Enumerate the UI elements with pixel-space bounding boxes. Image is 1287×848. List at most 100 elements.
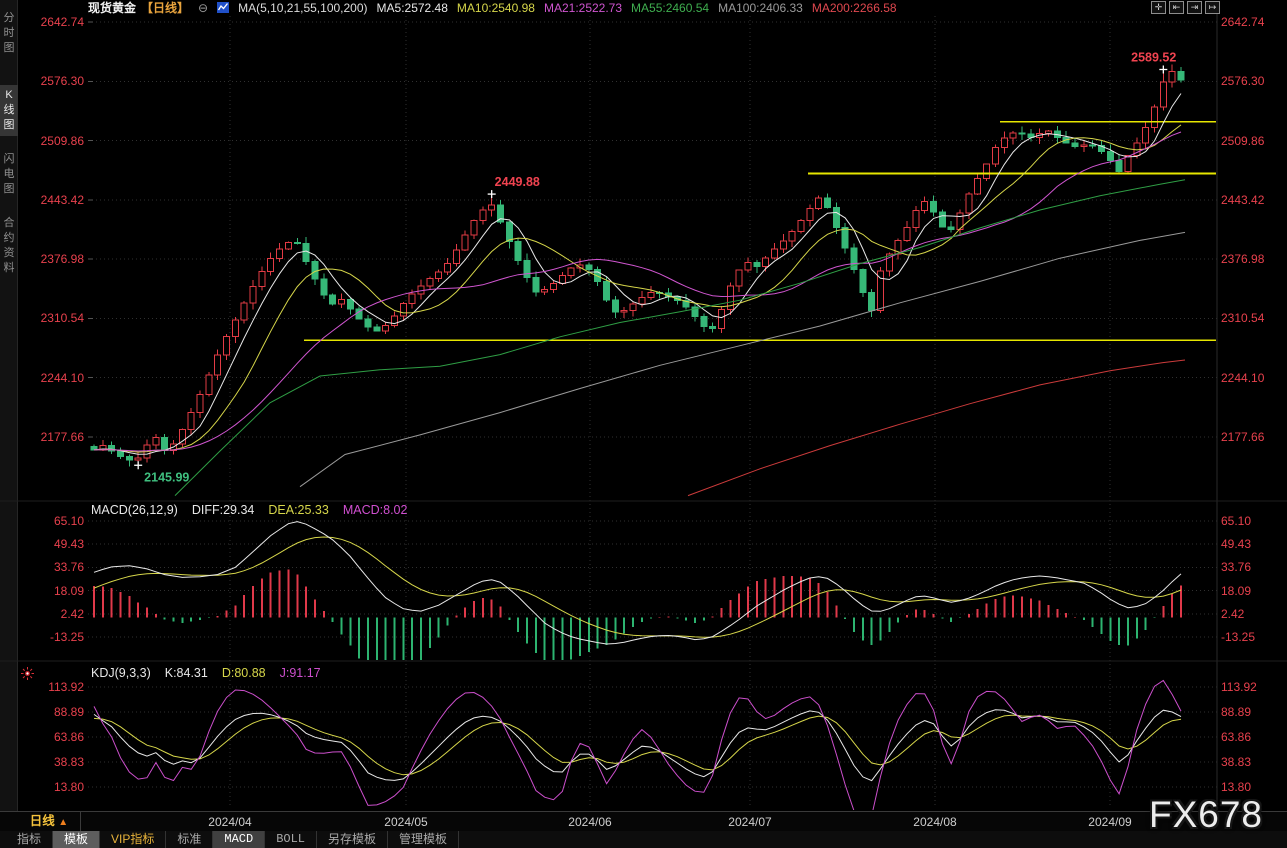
candle-body	[753, 262, 761, 268]
pan-icon[interactable]: ✛	[1151, 1, 1166, 14]
candle-body	[523, 259, 531, 278]
candle-body	[134, 457, 142, 461]
instrument-title: 现货黄金	[88, 0, 137, 15]
candle-body	[868, 292, 876, 311]
y-axis-label: 113.92	[48, 680, 84, 694]
kdj-settings-label[interactable]: KDJ(9,3,3)	[91, 666, 151, 680]
candle-body	[276, 248, 284, 259]
toolbar-tab-7[interactable]: 另存模板	[317, 831, 389, 848]
candle-body	[1097, 145, 1105, 152]
candles-layer	[90, 64, 1185, 467]
candle-body	[514, 241, 522, 261]
y-axis-label: 2.42	[1221, 606, 1245, 621]
y-axis-label: 49.43	[53, 537, 84, 552]
date-label: 2024/06	[568, 815, 612, 829]
series-line	[687, 359, 1186, 497]
y-axis-label: 88.89	[1221, 705, 1252, 719]
sidebar-item-3[interactable]: 闪 电 图	[3, 153, 15, 195]
candle-body	[532, 276, 540, 293]
toolbar-tab-4[interactable]: 标准	[166, 831, 214, 848]
series-line	[93, 709, 1182, 782]
toolbar-tab-3[interactable]: VIP指标	[100, 831, 167, 848]
y-axis-label: 65.10	[1221, 514, 1252, 528]
candle-body	[859, 269, 867, 294]
period-label: 日线	[29, 814, 55, 828]
candle-body	[293, 242, 301, 245]
right-price-axis: 2642.74 2576.30 2509.86 2443.42 2376.98 2310.…	[1221, 0, 1287, 848]
series-line	[93, 679, 1182, 810]
candle-body	[726, 285, 734, 310]
candle-body	[709, 326, 717, 329]
toolbar-tab-1[interactable]: 指标	[6, 831, 54, 848]
candle-body	[700, 316, 708, 328]
candle-body	[629, 303, 637, 312]
candle-body	[161, 437, 169, 451]
candle-body	[1106, 150, 1114, 161]
candle-body	[1159, 81, 1167, 108]
ma-settings-label[interactable]: MA(5,10,21,55,100,200)	[238, 0, 368, 15]
candle-body	[187, 411, 195, 430]
candle-body	[470, 220, 478, 236]
candle-body	[1124, 155, 1132, 172]
y-axis-label: 38.83	[53, 755, 84, 769]
y-axis-label: 2443.42	[1221, 192, 1265, 207]
ma-lines	[93, 93, 1186, 497]
y-axis-label: 88.89	[53, 705, 84, 719]
y-axis-label: -13.25	[49, 630, 84, 644]
sidebar-item-2[interactable]: K 线 图	[0, 85, 18, 136]
page-right-icon[interactable]: ↦	[1205, 1, 1220, 14]
red-sun-icon[interactable]	[21, 667, 34, 685]
macd-settings-label[interactable]: MACD(26,12,9)	[91, 503, 178, 517]
toolbar-tab-2[interactable]: 模板	[53, 831, 101, 848]
y-axis-label: 2576.30	[40, 74, 84, 89]
y-axis-label: 63.86	[53, 730, 84, 744]
candle-body	[567, 267, 575, 277]
y-axis-label: 18.09	[1221, 583, 1252, 598]
period-selector[interactable]: 日线 ▲	[18, 812, 81, 831]
candle-body	[550, 283, 558, 291]
candle-body	[762, 257, 770, 268]
macd-layer	[93, 521, 1182, 660]
extreme-price-label: 2145.99	[144, 470, 189, 484]
ma-value-label: MA5:2572.48	[376, 0, 448, 15]
candle-body	[240, 302, 248, 321]
candle-body	[850, 247, 858, 271]
candle-body	[346, 299, 354, 310]
candle-body	[90, 445, 98, 451]
candle-body	[647, 291, 655, 299]
collapse-icon[interactable]: ⊖	[198, 0, 209, 15]
candle-body	[479, 209, 487, 222]
toolbar-tab-5[interactable]: MACD	[213, 831, 266, 848]
y-axis-label: 2177.66	[1221, 430, 1265, 444]
y-axis-label: 2376.98	[40, 252, 84, 267]
candle-body	[231, 319, 239, 337]
series-line	[93, 536, 1182, 638]
compress-left-icon[interactable]: ⇤	[1169, 1, 1184, 14]
ma-value-label: MA21:2522.73	[543, 0, 623, 15]
compress-right-icon[interactable]: ⇥	[1187, 1, 1202, 14]
y-axis-label: 38.83	[1221, 755, 1252, 769]
time-axis-row: 日线 ▲ 2024/04 2024/05 2024/06 2024/07 2024/08…	[0, 811, 1287, 832]
toolbar-tab-6[interactable]: BOLL	[265, 831, 318, 848]
candle-body	[585, 264, 593, 270]
sidebar-item-1[interactable]: 分 时 图	[3, 12, 15, 54]
candle-body	[364, 318, 372, 328]
candle-body	[258, 270, 266, 288]
chart-icon	[217, 2, 230, 13]
indicator-value-label: DIFF:29.34	[191, 503, 255, 517]
ma-value-label: MA100:2406.33	[718, 0, 803, 15]
candle-body	[311, 261, 319, 280]
date-label: 2024/07	[728, 815, 772, 829]
macd-panel-header: MACD(26,12,9) DIFF:29.34 DEA:25.33 MACD:8.…	[91, 503, 421, 517]
candle-body	[894, 240, 902, 255]
candle-body	[611, 299, 619, 313]
toolbar-tab-8[interactable]: 管理模板	[388, 831, 460, 848]
candle-body	[983, 163, 991, 179]
series-line	[93, 131, 1182, 452]
candle-body	[178, 428, 186, 445]
candle-body	[1177, 70, 1185, 81]
price-annotations: 2449.88 2589.52 2145.99	[134, 50, 1176, 484]
sidebar-item-4[interactable]: 合 约 资 料	[3, 217, 15, 274]
period-tag: 【日线】	[141, 0, 190, 15]
